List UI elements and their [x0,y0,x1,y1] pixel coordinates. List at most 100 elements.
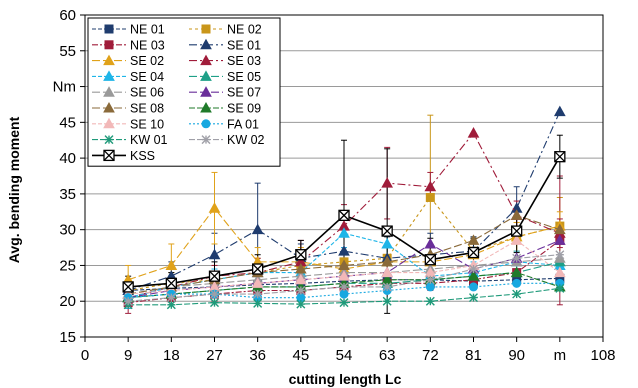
y-tick-label: 60 [59,7,76,24]
legend-label: SE 03 [227,54,261,68]
data-point [210,289,219,299]
y-tick-label: 40 [59,150,76,167]
data-point [338,245,350,256]
series-line [128,214,561,295]
legend-item: NE 02 [189,23,262,37]
data-point [553,105,566,117]
series-line [128,132,561,299]
legend-label: NE 03 [130,38,165,52]
data-point [424,237,437,249]
data-point [425,296,435,306]
data-point [208,248,221,260]
series-line [128,257,560,295]
data-point [166,293,176,303]
series-line [127,111,561,292]
data-point [339,298,349,308]
tick-labels: 15 20 25 30 35 40 45 Nm 55 60 0 9 18 27 36 45 54 63 72 81 90… [53,7,616,364]
data-point [381,266,394,278]
data-point [251,223,264,235]
data-point [555,250,565,260]
data-point [424,180,437,192]
legend-marker [104,135,114,145]
data-point [553,266,566,278]
legend-item: NE 01 [92,23,165,37]
data-point [510,266,523,278]
legend-label: KSS [130,149,155,163]
data-point [467,127,480,138]
data-point [339,289,349,299]
data-point [381,177,394,188]
legend-item: NE 03 [92,38,165,52]
data-point [467,270,480,281]
x-tick-label: 27 [206,347,223,364]
legend-marker [103,86,115,97]
legend-marker [201,119,211,129]
data-point [253,298,263,308]
legend-item: SE 01 [189,38,261,52]
data-point [512,253,522,263]
legend-item: SE 02 [92,54,164,68]
data-point [382,296,392,306]
data-point [165,277,177,289]
legend-label: SE 05 [227,70,261,84]
legend-label: NE 01 [130,23,165,37]
data-point [467,246,480,259]
data-point [553,223,566,235]
legend-label: SE 01 [227,38,261,52]
x-tick-label: 90 [508,347,525,364]
legend-item: SE 07 [189,86,261,100]
legend: NE 01 NE 02 NE 03 SE 01 SE 02 SE 03 SE 04 SE 05… [87,17,281,167]
plot-frame [84,14,604,338]
legend-item: SE 04 [92,70,164,84]
legend-item: SE 05 [189,70,261,84]
data-point [251,277,264,288]
legend-marker [103,117,115,129]
x-tick-label: 72 [422,347,439,364]
legend-marker [104,24,114,34]
axes [80,14,604,342]
x-tick-label: 81 [465,347,482,364]
legend-label: NE 02 [227,23,262,37]
legend-item: KW 01 [92,133,168,147]
legend-item: KW 02 [189,133,265,147]
data-point [339,282,349,292]
series-line [127,207,560,281]
data-point [553,234,566,245]
legend-marker [103,54,115,66]
data-point [512,278,522,288]
legend-item: SE 03 [189,54,261,68]
data-point [469,264,478,274]
data-point [338,209,350,222]
legend-item: SE 09 [189,102,261,116]
y-tick-label: 30 [59,222,76,239]
data-point [296,299,306,309]
y-tick-label: 15 [59,329,76,346]
legend-marker [200,101,212,113]
series-kw-02 [123,250,565,306]
data-point [554,151,566,163]
x-axis-title: cutting length Lc [289,371,402,387]
data-point [295,249,307,261]
data-point [425,282,435,292]
data-point [338,270,350,281]
data-point [123,296,133,306]
legend-item: SE 06 [92,86,164,100]
legend-marker [103,149,115,162]
legend-marker [200,38,212,50]
data-point [294,273,307,285]
data-point [338,227,350,238]
data-point [208,202,221,213]
series-kss [122,151,566,293]
data-point [425,275,435,285]
data-point [381,255,394,267]
y-tick-label: 35 [59,186,76,203]
legend-marker [104,40,114,50]
legend-marker [103,70,115,81]
y-tick-label: 25 [59,257,76,274]
x-tick-label: 45 [292,347,309,364]
legend-marker [103,101,115,113]
x-tick-label: 54 [336,347,353,364]
series-lines [122,105,566,310]
data-point [166,300,176,310]
